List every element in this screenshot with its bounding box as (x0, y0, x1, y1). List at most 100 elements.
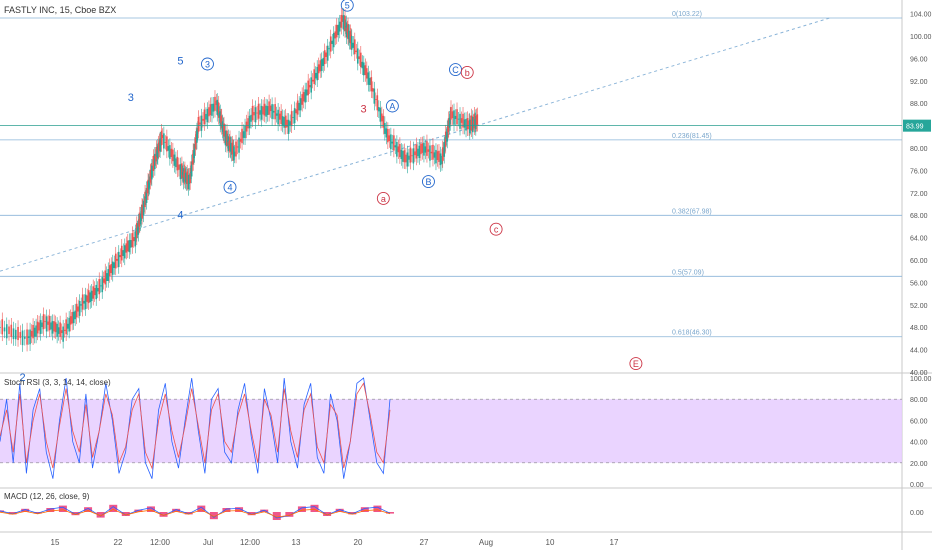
candle-body (172, 149, 174, 162)
candle-body (286, 119, 288, 128)
candle-body (125, 243, 128, 253)
candle-body (173, 154, 176, 166)
time-tick-label: 15 (51, 538, 60, 547)
candle-body (277, 109, 279, 125)
macd-hist-bar (172, 508, 181, 512)
candle-body (57, 327, 60, 334)
candle-body (245, 121, 248, 132)
wave-label: 5 (177, 56, 183, 68)
candle-body (340, 14, 343, 28)
candle-body (21, 330, 24, 346)
chart-title: FASTLY INC, 15, Cboe BZX (4, 5, 117, 15)
macd-hist-bar (260, 509, 269, 512)
candle-body (427, 149, 430, 152)
candle-body (131, 233, 134, 248)
candle-body (304, 89, 306, 103)
candle-body (307, 80, 309, 96)
candle-body (95, 284, 98, 300)
candle-body (323, 50, 326, 65)
macd-hist-bar (96, 512, 105, 518)
candle-body (278, 113, 281, 120)
macd-tick-label: 0.00 (910, 510, 924, 517)
candle-body (29, 329, 31, 345)
macd-hist-bar (159, 512, 168, 517)
wave-label: 3 (205, 60, 210, 70)
stoch-d-line (0, 382, 391, 470)
candle-body (238, 137, 240, 153)
macd-hist-bar (222, 508, 231, 512)
candle-body (426, 141, 428, 156)
candle-body (120, 245, 123, 261)
candle-body (164, 141, 167, 143)
candle-body (170, 148, 173, 157)
candle-body (203, 109, 206, 125)
macd-hist-bar (184, 512, 193, 515)
candle-body (101, 277, 104, 293)
candle-body (60, 330, 63, 334)
candle-body (223, 123, 225, 137)
candle-body (415, 144, 418, 159)
candle-body (62, 326, 64, 342)
candle-body (436, 151, 439, 161)
candle-body (80, 304, 82, 306)
candle-body (421, 143, 424, 153)
candle-body (117, 251, 120, 268)
wave-label: C (452, 65, 459, 75)
candle-body (226, 130, 228, 146)
candle-body (308, 85, 311, 88)
candle-body (163, 133, 165, 149)
candle-body (334, 31, 337, 39)
candle-body (19, 332, 22, 339)
macd-hist-bar (335, 508, 344, 512)
stoch-tick-label: 20.00 (910, 461, 928, 468)
macd-hist-bar (360, 507, 369, 512)
candle-body (331, 40, 334, 45)
candle-body (17, 326, 19, 341)
candle-body (272, 110, 275, 113)
candle-body (205, 113, 207, 120)
wave-label: 3 (360, 103, 366, 115)
fib-level-label: 0.382(67.98) (672, 208, 712, 215)
candle-body (111, 261, 114, 275)
candle-body (355, 50, 358, 52)
candle-body (313, 69, 315, 85)
candle-body (84, 294, 87, 310)
last-price-badge (903, 119, 931, 132)
wave-label-circle (629, 357, 643, 371)
macd-hist-bar (209, 512, 218, 520)
candle-body (471, 116, 474, 133)
time-tick-label: 17 (610, 538, 619, 547)
candle-body (152, 155, 155, 171)
candle-body (259, 110, 261, 115)
candle-body (433, 152, 436, 158)
price-tick-label: 60.00 (910, 258, 928, 265)
candle-body (290, 111, 293, 127)
candle-body (119, 255, 122, 258)
price-tick-label: 52.00 (910, 303, 928, 310)
candle-body (459, 113, 461, 129)
candle-body (456, 109, 458, 125)
candle-body (114, 253, 117, 269)
price-tick-label: 104.00 (910, 12, 932, 19)
macd-hist-bar (121, 512, 130, 516)
candle-body (390, 134, 392, 150)
time-tick-label: Aug (479, 538, 493, 547)
fib-level-label: 0.236(81.45) (672, 133, 712, 140)
candle-body (247, 118, 249, 129)
time-tick-label: 10 (546, 538, 555, 547)
candle-body (123, 245, 126, 259)
candle-body (476, 114, 479, 125)
price-tick-label: 72.00 (910, 191, 928, 198)
candle-body (293, 108, 296, 124)
wave-label-circle (223, 180, 237, 194)
candle-body (466, 118, 469, 130)
candle-body (208, 107, 210, 117)
candle-body (145, 188, 148, 203)
candle-body (116, 258, 119, 261)
candle-body (39, 320, 42, 334)
candle-body (199, 122, 201, 125)
candle-body (105, 273, 108, 281)
candle-body (453, 110, 455, 125)
candle-body (311, 79, 314, 82)
